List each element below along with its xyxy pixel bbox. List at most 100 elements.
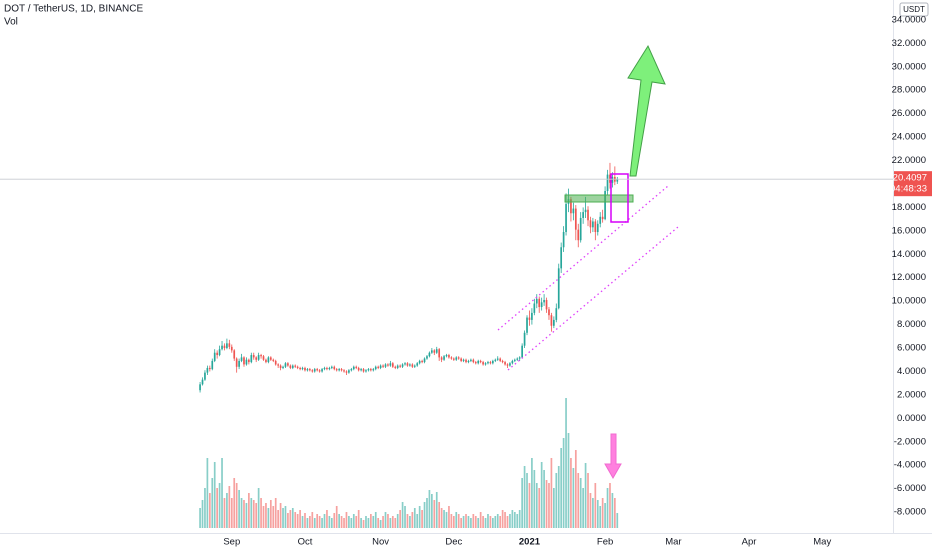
- candle-body: [389, 363, 392, 366]
- volume-bar: [301, 516, 304, 528]
- candle-body: [379, 365, 382, 368]
- currency-box[interactable]: [899, 2, 929, 17]
- volume-bar: [474, 516, 477, 528]
- volume-bar: [338, 514, 340, 528]
- candle-body: [596, 223, 599, 233]
- candle-body: [548, 309, 550, 316]
- x-tick-label: Mar: [665, 537, 681, 548]
- volume-bar: [260, 498, 262, 528]
- volume-bar: [582, 488, 584, 528]
- volume-bar: [372, 516, 375, 528]
- candle-body: [553, 319, 555, 326]
- volume-bar: [545, 480, 548, 528]
- candle-body: [611, 176, 614, 183]
- volume-bar: [477, 518, 480, 528]
- volume-bar: [248, 493, 250, 528]
- volume-bar: [409, 516, 411, 528]
- candle-body: [406, 363, 409, 366]
- volume-bar: [291, 508, 294, 528]
- volume-bar: [548, 483, 550, 528]
- candle-body: [260, 355, 262, 357]
- marks: [199, 162, 619, 528]
- candle-body: [262, 356, 265, 360]
- candle-body: [404, 363, 406, 365]
- volume-bar: [579, 478, 582, 528]
- volume-bar: [201, 500, 204, 528]
- candle-body: [326, 367, 328, 370]
- volume-bar: [379, 520, 382, 528]
- candle-body: [211, 360, 214, 370]
- candle-body: [218, 349, 221, 356]
- candle-body: [528, 317, 531, 320]
- volume-bar: [523, 466, 526, 528]
- volume-bar: [560, 448, 563, 528]
- volume-bar: [240, 498, 243, 528]
- volume-bar: [567, 433, 570, 528]
- candle-body: [287, 363, 289, 366]
- candle-body: [372, 369, 375, 371]
- volume-bar: [223, 498, 226, 528]
- volume-bar: [384, 512, 387, 528]
- chart-title: DOT / TetherUS, 1D, BINANCE: [4, 4, 143, 15]
- volume-bar: [391, 516, 394, 528]
- candle-body: [482, 362, 484, 365]
- candle-body: [438, 349, 441, 358]
- volume-bar: [616, 513, 619, 528]
- volume-bar: [445, 512, 448, 528]
- candle-body: [304, 367, 306, 371]
- y-tick-label: 28.0000: [892, 85, 926, 96]
- candle-body: [594, 221, 597, 233]
- candle-body: [604, 191, 606, 220]
- x-tick-label: 2021: [519, 537, 541, 548]
- channel-lower: [507, 226, 679, 371]
- volume-bar: [489, 516, 492, 528]
- candle-body: [565, 203, 567, 233]
- volume-bar: [606, 488, 609, 528]
- candle-body: [204, 372, 206, 380]
- volume-bar: [277, 510, 279, 528]
- candle-body: [201, 379, 204, 385]
- candle-body: [394, 366, 397, 368]
- volume-bar: [204, 488, 206, 528]
- volume-bar: [440, 508, 443, 528]
- candle-body: [223, 345, 226, 349]
- candle-body: [587, 209, 589, 221]
- volume-bar: [421, 510, 423, 528]
- volume-bar: [309, 516, 311, 528]
- candle-body: [340, 369, 343, 371]
- volume-bar: [365, 516, 367, 528]
- candle-body: [199, 384, 201, 391]
- volume-bar: [289, 510, 292, 528]
- volume-bar: [367, 518, 370, 528]
- volume-bar: [370, 514, 372, 528]
- volume-bar: [211, 478, 214, 528]
- candle-body: [555, 308, 558, 320]
- candle-body: [333, 366, 336, 370]
- y-tick-label: -2.0000: [894, 436, 926, 447]
- candle-body: [250, 355, 253, 363]
- volume-bar: [335, 506, 338, 528]
- volume-bar: [496, 514, 499, 528]
- candle-body: [474, 362, 477, 364]
- volume-bar: [479, 512, 482, 528]
- volume-bar: [389, 518, 392, 528]
- volume-bar: [594, 483, 597, 528]
- volume-bar: [516, 514, 519, 528]
- candle-body: [362, 369, 365, 372]
- y-tick-label: 16.0000: [892, 225, 926, 236]
- candle-body: [226, 343, 228, 349]
- x-tick-label: Dec: [445, 537, 462, 548]
- volume-bar: [540, 462, 543, 528]
- candle-body: [360, 369, 362, 371]
- candle-body: [245, 359, 248, 365]
- volume-bar: [313, 518, 316, 528]
- candle-body: [206, 367, 209, 373]
- y-tick-label: 24.0000: [892, 132, 926, 143]
- volume-bar: [252, 500, 255, 528]
- volume-bar: [494, 516, 497, 528]
- volume-bar: [399, 510, 401, 528]
- candle-body: [296, 366, 299, 368]
- volume-bar: [206, 458, 209, 528]
- volume-bar: [243, 500, 245, 528]
- down-arrow: [604, 433, 622, 480]
